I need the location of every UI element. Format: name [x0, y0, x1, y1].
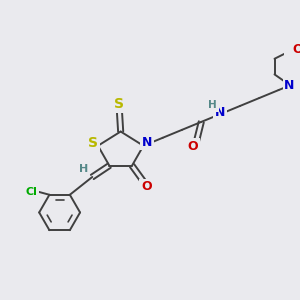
- Text: Cl: Cl: [25, 187, 37, 197]
- Text: S: S: [88, 136, 98, 151]
- Text: N: N: [142, 136, 152, 149]
- Text: H: H: [208, 100, 217, 110]
- Text: O: O: [293, 43, 300, 56]
- Text: N: N: [215, 106, 225, 119]
- Text: N: N: [284, 80, 295, 92]
- Text: O: O: [188, 140, 198, 153]
- Text: S: S: [114, 97, 124, 111]
- Text: O: O: [141, 180, 152, 193]
- Text: H: H: [79, 164, 88, 174]
